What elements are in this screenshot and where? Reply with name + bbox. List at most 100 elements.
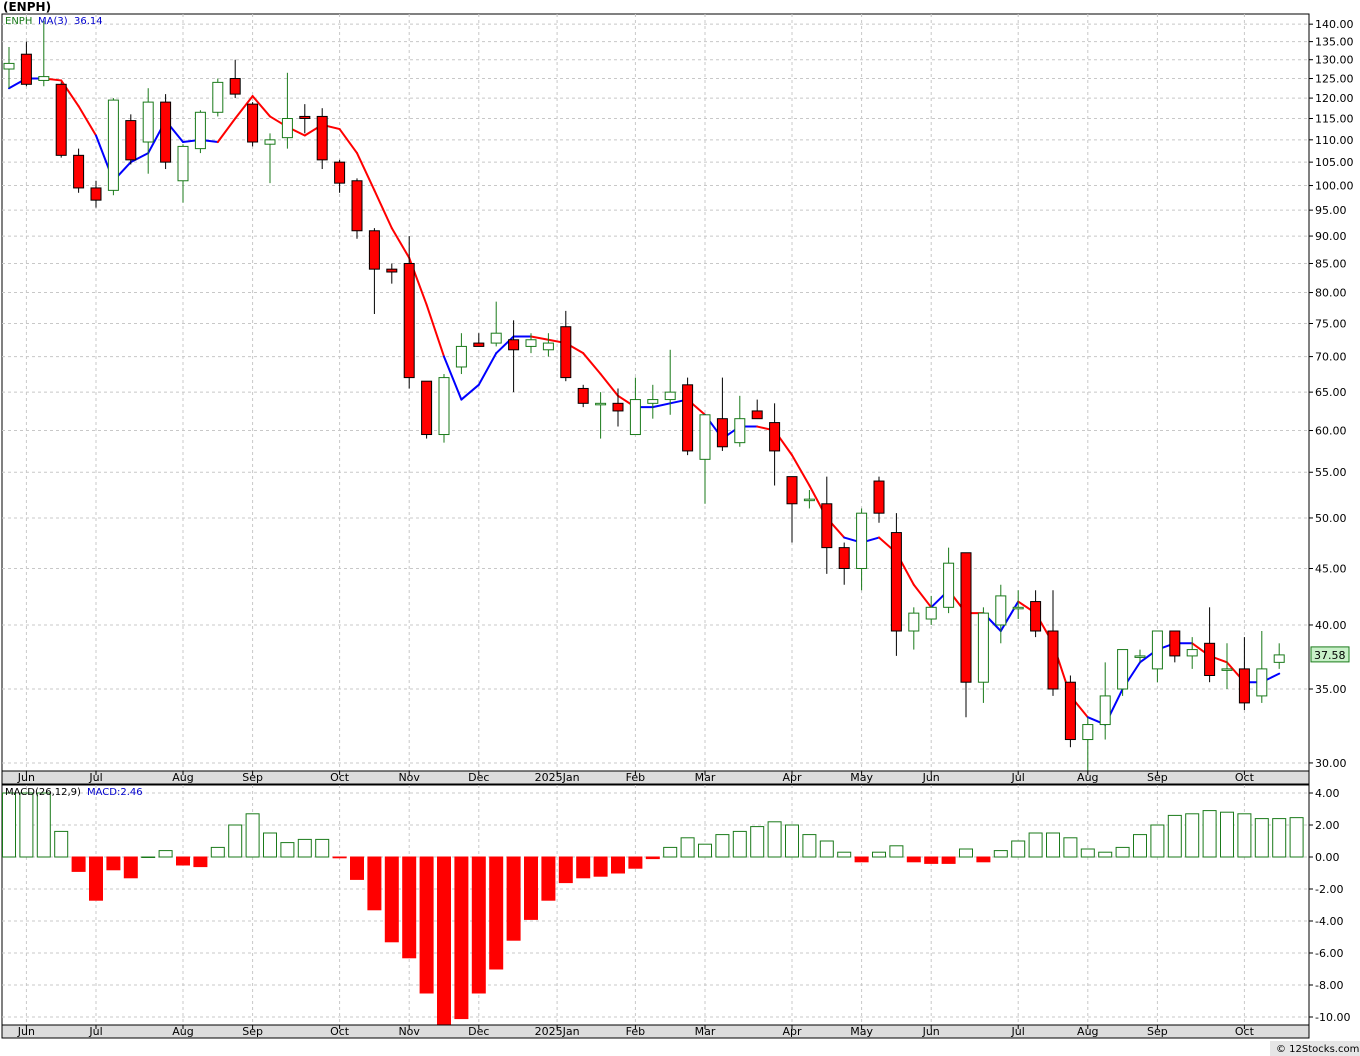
macd-bar-positive xyxy=(732,830,747,858)
candle-body-down xyxy=(334,161,346,184)
macd-bar-positive xyxy=(1220,811,1234,858)
macd-bar-negative xyxy=(71,856,86,872)
candle-body-up xyxy=(3,62,15,70)
candle xyxy=(960,552,972,718)
macd-bar-negative xyxy=(524,856,538,920)
macd-bar-positive xyxy=(1133,834,1147,858)
candle-body-down xyxy=(229,78,241,95)
candle xyxy=(925,595,937,625)
candle xyxy=(438,374,450,443)
candle-body-down xyxy=(821,503,833,549)
candle xyxy=(716,377,728,451)
candle xyxy=(264,133,276,184)
candle-body-down xyxy=(1169,630,1181,657)
macd-bar-negative xyxy=(976,856,991,863)
macd-bars xyxy=(2,792,1304,1026)
macd-bar-positive xyxy=(228,824,243,858)
macd-bar-positive xyxy=(19,792,34,858)
ma3-segment xyxy=(77,105,97,137)
candle-body-down xyxy=(73,154,85,189)
candle xyxy=(55,82,67,158)
month-tick-label: Aug xyxy=(172,1025,193,1038)
ma3-segment xyxy=(129,152,150,164)
candle-body-up xyxy=(595,402,607,406)
macd-bar-positive xyxy=(1150,824,1165,858)
month-tick-label: Jun xyxy=(17,1025,35,1038)
candle-body-down xyxy=(1030,601,1042,632)
ma3-segment xyxy=(373,189,393,230)
candle-body-up xyxy=(38,76,50,81)
ma3-segment xyxy=(599,373,619,397)
candle xyxy=(73,148,85,193)
candle xyxy=(699,414,711,504)
month-tick-label: Feb xyxy=(626,771,645,784)
macd-bar-positive xyxy=(993,850,1008,858)
candle xyxy=(3,46,15,89)
footer-credit: © 12Stocks.com xyxy=(1276,1044,1359,1055)
macd-bar-positive xyxy=(315,838,330,858)
candle xyxy=(90,180,102,208)
macd-bar-negative xyxy=(106,856,121,871)
ma3-segment xyxy=(791,454,811,487)
month-tick-label: Jun xyxy=(17,771,35,784)
candle-body-up xyxy=(977,612,989,683)
month-tick-label: Oct xyxy=(330,771,350,784)
macd-bar-positive xyxy=(158,850,173,858)
month-tick-label: 2025Jan xyxy=(535,1025,580,1038)
candle-body-down xyxy=(873,480,885,514)
month-tick-label: Sep xyxy=(1147,771,1168,784)
macd-month-strip xyxy=(1,1024,1310,1039)
price-y-tick-label: 100.00 xyxy=(1315,180,1354,193)
candle xyxy=(525,333,537,354)
candle-body-up xyxy=(525,339,537,347)
macd-bar-negative xyxy=(193,856,208,868)
macd-y-tick-label: 0.00 xyxy=(1315,851,1340,864)
month-labels-top: Jun Jul Aug Sep Oct Nov Dec 2025Jan Feb Mar Apr May… xyxy=(17,771,1255,784)
month-tick-label: Oct xyxy=(1235,1025,1255,1038)
macd-bar-positive xyxy=(1063,837,1078,858)
candle-body-up xyxy=(856,512,868,569)
candle xyxy=(368,228,380,315)
candle xyxy=(1273,643,1285,669)
month-tick-label: Nov xyxy=(398,1025,420,1038)
price-y-tick-label: 140.00 xyxy=(1315,18,1354,31)
macd-plot-area xyxy=(1,784,1310,1026)
month-tick-label: Aug xyxy=(1077,1025,1098,1038)
candle-body-up xyxy=(142,101,154,143)
candle xyxy=(647,384,659,419)
candle-body-up xyxy=(542,342,554,351)
candle-body-down xyxy=(55,83,67,156)
price-y-tick-label: 75.00 xyxy=(1315,318,1347,331)
candle-body-up xyxy=(1099,695,1111,726)
candle-body-down xyxy=(1047,630,1059,690)
macd-bar-positive xyxy=(698,843,712,858)
macd-bar-positive xyxy=(280,842,295,858)
candle xyxy=(177,144,189,203)
price-y-tick-label: 45.00 xyxy=(1315,562,1347,575)
candle xyxy=(1030,590,1042,638)
macd-bar-negative xyxy=(419,856,434,994)
macd-bar-positive xyxy=(1289,817,1304,858)
macd-y-tick-label: 2.00 xyxy=(1315,819,1340,832)
candle-body-down xyxy=(1064,681,1076,741)
month-tick-label: May xyxy=(850,771,873,784)
candle xyxy=(1064,675,1076,748)
macd-bar-positive xyxy=(663,846,678,858)
ma3-segment xyxy=(582,352,602,376)
candle-body-down xyxy=(838,547,850,569)
ma3-segment xyxy=(912,583,933,609)
macd-bar-negative xyxy=(941,856,956,864)
candle xyxy=(786,476,798,543)
candle-body-down xyxy=(160,101,172,163)
macd-bar-negative xyxy=(506,856,521,941)
macd-y-tick-label: -4.00 xyxy=(1315,915,1343,928)
candle-body-down xyxy=(577,387,589,404)
price-y-tick-label: 55.00 xyxy=(1315,466,1347,479)
macd-bar-positive xyxy=(1028,832,1043,858)
candle-body-up xyxy=(177,145,189,182)
candle-body-up xyxy=(803,498,815,502)
price-y-tick-label: 65.00 xyxy=(1315,386,1347,399)
candle xyxy=(1221,643,1233,690)
candle-body-down xyxy=(90,187,102,201)
macd-bar-positive xyxy=(210,846,225,858)
